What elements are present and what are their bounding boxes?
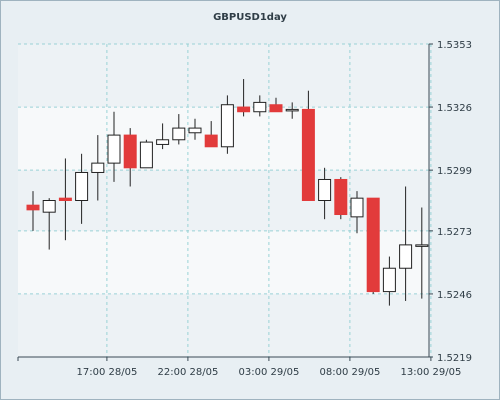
- candle-up: [399, 186, 413, 301]
- candle-body: [172, 127, 186, 141]
- candle-body: [334, 178, 348, 216]
- candle-up: [285, 102, 299, 119]
- candle-body: [107, 134, 121, 164]
- candle-body: [42, 200, 56, 213]
- candle-body: [139, 141, 153, 169]
- candle-body: [350, 197, 364, 218]
- candle-down: [204, 121, 218, 148]
- candle-body: [156, 139, 170, 145]
- candle-down: [334, 177, 348, 220]
- candle-up: [139, 139, 153, 169]
- candle-body: [382, 267, 396, 293]
- candle-up: [188, 118, 202, 140]
- candle-up: [156, 123, 170, 150]
- candle-up: [350, 191, 364, 234]
- plot-band: [18, 293, 429, 357]
- x-ticks: 17:00 28/05 22:00 28/05 03:00 29/05 08:00 2…: [17, 357, 461, 378]
- x-tick-label: 03:00 29/05: [238, 367, 299, 378]
- candle-body: [220, 104, 234, 148]
- candle-body: [318, 178, 332, 202]
- candle-down: [123, 128, 137, 187]
- candle-body: [75, 171, 89, 202]
- candle-body: [91, 162, 105, 173]
- y-tick-label: 1.5219: [437, 353, 472, 364]
- candle-up: [253, 95, 267, 117]
- candle-body: [301, 108, 315, 201]
- candle-body: [237, 106, 251, 113]
- candle-down: [366, 197, 380, 294]
- candle-body: [188, 127, 202, 134]
- chart-title: GBPUSD1day: [213, 12, 287, 23]
- candle-body: [366, 197, 380, 293]
- candle-up: [220, 95, 234, 154]
- y-tick-label: 1.5246: [437, 290, 472, 301]
- candle-up: [42, 198, 56, 250]
- candle-down: [269, 97, 283, 113]
- y-tick-label: 1.5353: [437, 40, 472, 51]
- candle-body: [253, 101, 267, 113]
- candle-up: [75, 153, 89, 224]
- candle-body: [399, 244, 413, 269]
- candle-up: [318, 167, 332, 220]
- candle-up: [415, 207, 429, 299]
- candles: [26, 79, 429, 306]
- x-tick-label: 17:00 28/05: [76, 367, 137, 378]
- candle-body: [58, 197, 72, 202]
- candle-up: [91, 135, 105, 201]
- x-tick-label: 22:00 28/05: [157, 367, 218, 378]
- candle-body: [123, 134, 137, 169]
- candle-down: [26, 191, 40, 231]
- candle-body: [269, 104, 283, 113]
- x-tick-label: 08:00 29/05: [319, 367, 380, 378]
- candle-up: [172, 114, 186, 145]
- candle-body: [26, 204, 40, 211]
- plot-band: [18, 44, 429, 108]
- candle-down: [58, 158, 72, 241]
- candle-body: [415, 244, 429, 247]
- y-tick-label: 1.5326: [437, 103, 472, 114]
- candle-down: [237, 79, 251, 117]
- y-tick-label: 1.5299: [437, 166, 472, 177]
- x-tick-label: 13:00 29/05: [400, 367, 461, 378]
- candle-up: [382, 256, 396, 306]
- y-ticks: 1.5353 1.5326 1.5299 1.5273 1.5246 1.5219: [429, 40, 472, 364]
- y-tick-label: 1.5273: [437, 227, 472, 238]
- candle-up: [107, 111, 121, 182]
- candle-body: [285, 108, 299, 112]
- candle-body: [204, 134, 218, 148]
- candle-down: [301, 90, 315, 201]
